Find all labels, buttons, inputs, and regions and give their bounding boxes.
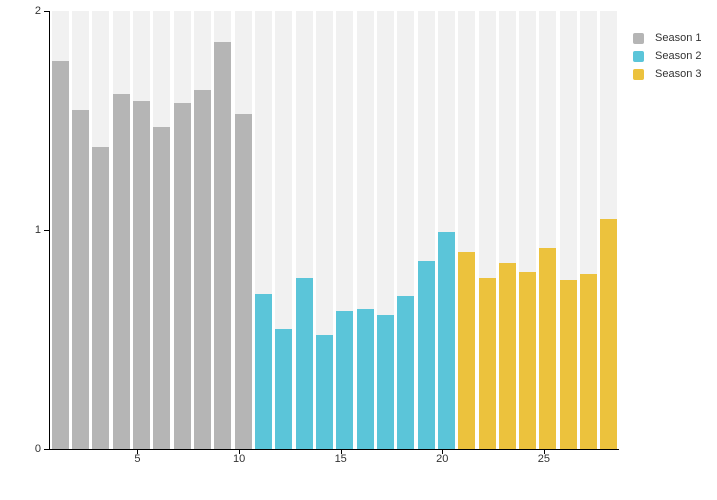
bar-season-3[interactable] bbox=[498, 262, 516, 449]
bar-season-2[interactable] bbox=[397, 295, 415, 449]
bar-season-1[interactable] bbox=[234, 113, 252, 449]
bar-season-3[interactable] bbox=[580, 273, 598, 449]
bar-season-1[interactable] bbox=[193, 89, 211, 449]
bar-season-1[interactable] bbox=[173, 103, 191, 449]
bar-season-3[interactable] bbox=[600, 219, 618, 449]
legend-label: Season 3 bbox=[655, 68, 702, 80]
y-tick-mark bbox=[44, 449, 50, 450]
bar-season-2[interactable] bbox=[336, 311, 354, 449]
y-tick-label: 2 bbox=[34, 5, 41, 17]
bar-season-3[interactable] bbox=[519, 271, 537, 449]
legend-item-season-3[interactable]: Season 3 bbox=[633, 65, 701, 83]
legend-item-season-2[interactable]: Season 2 bbox=[633, 47, 701, 65]
bar-season-2[interactable] bbox=[417, 260, 435, 449]
bar-season-1[interactable] bbox=[112, 94, 130, 449]
y-tick-mark bbox=[44, 11, 50, 12]
legend: Season 1 Season 2 Season 3 bbox=[633, 29, 701, 83]
bar-season-2[interactable] bbox=[315, 335, 333, 449]
bar-season-2[interactable] bbox=[275, 328, 293, 449]
bar-season-1[interactable] bbox=[92, 146, 110, 449]
x-tick-label: 25 bbox=[537, 453, 551, 465]
bar-season-2[interactable] bbox=[356, 308, 374, 449]
legend-label: Season 2 bbox=[655, 50, 702, 62]
y-tick-label: 1 bbox=[34, 224, 41, 236]
x-tick-mark bbox=[340, 450, 342, 454]
plot-area bbox=[50, 11, 619, 449]
bar-season-1[interactable] bbox=[133, 100, 150, 449]
x-axis-line bbox=[49, 449, 619, 450]
bar-season-1[interactable] bbox=[51, 61, 69, 449]
x-tick-mark bbox=[442, 450, 444, 454]
x-tick-label: 20 bbox=[436, 453, 449, 465]
bar-season-3[interactable] bbox=[458, 251, 476, 449]
legend-label: Season 1 bbox=[655, 32, 702, 44]
x-tick-mark bbox=[543, 450, 545, 454]
x-tick-mark bbox=[137, 450, 139, 454]
legend-item-season-1[interactable]: Season 1 bbox=[633, 29, 701, 47]
y-tick-label: 0 bbox=[34, 443, 41, 455]
season-1-swatch-icon bbox=[633, 32, 644, 44]
x-tick-label: 15 bbox=[334, 453, 347, 465]
bar-season-2[interactable] bbox=[376, 315, 394, 449]
x-tick-label: 10 bbox=[232, 453, 246, 465]
bar-season-2[interactable] bbox=[437, 232, 455, 449]
x-tick-mark bbox=[239, 450, 241, 454]
bar-season-3[interactable] bbox=[478, 278, 496, 449]
bar-season-3[interactable] bbox=[559, 280, 577, 449]
bar-season-2[interactable] bbox=[295, 278, 313, 449]
bar-season-1[interactable] bbox=[72, 109, 89, 449]
y-tick-mark bbox=[44, 230, 50, 231]
x-tick-label: 5 bbox=[134, 453, 141, 465]
bar-season-1[interactable] bbox=[214, 41, 232, 449]
bar-season-3[interactable] bbox=[539, 247, 557, 449]
bar-season-2[interactable] bbox=[254, 293, 272, 449]
bar-season-1[interactable] bbox=[153, 127, 171, 449]
season-2-swatch-icon bbox=[633, 50, 644, 62]
season-3-swatch-icon bbox=[633, 68, 644, 80]
